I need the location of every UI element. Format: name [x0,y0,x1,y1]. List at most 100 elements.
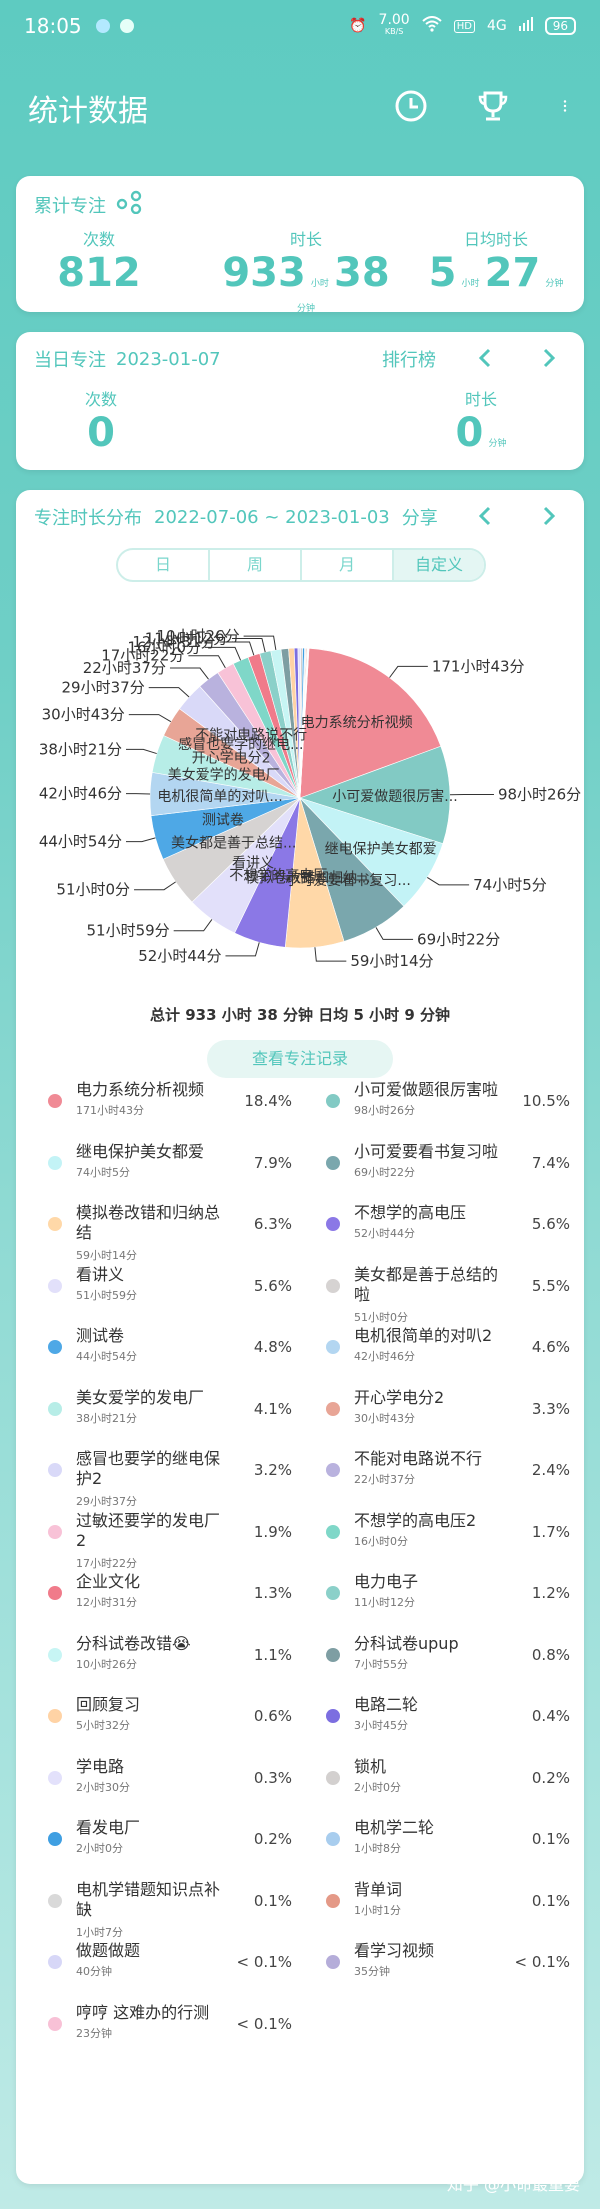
label-leader-line [128,714,172,723]
legend-item[interactable]: 电力系统分析视频 171小时43分 18.4% [36,1078,300,1132]
pie-slice[interactable] [299,745,451,845]
legend-item[interactable]: 哼哼 这难办的行测 23分钟 < 0.1% [36,2001,300,2055]
legend-percent: 6.3% [253,1215,292,1233]
label-leader-line [375,927,414,940]
legend-item[interactable]: 电机学错题知识点补缺 1小时7分 0.1% [36,1878,300,1939]
legend-color-dot [48,1463,62,1477]
legend-name: 不想学的高电压 [354,1203,467,1222]
legend-name: 美女爱学的发电厂 [76,1387,205,1407]
legend-item[interactable]: 不想学的高电压2 16小时0分 1.7% [314,1509,578,1563]
legend-item[interactable]: 小可爱要看书复习啦 69小时22分 7.4% [314,1140,578,1194]
share-nodes-icon[interactable] [116,190,144,219]
legend-name: 感冒也要学的继电保护2 [76,1449,221,1488]
legend-item[interactable]: 美女爱学的发电厂 38小时21分 4.1% [36,1386,300,1440]
legend-item[interactable]: 美女都是善于总结的啦 51小时0分 5.5% [314,1263,578,1324]
legend-item[interactable]: 回顾复习 5小时32分 0.6% [36,1693,300,1747]
legend-item[interactable]: 测试卷 44小时54分 4.8% [36,1324,300,1378]
legend-item[interactable]: 学电路 2小时30分 0.3% [36,1755,300,1809]
legend-duration: 42小时46分 [354,1350,415,1363]
legend-item[interactable]: 电路二轮 3小时45分 0.4% [314,1693,578,1747]
slice-outer-label: 52小时44分 [138,947,221,965]
legend-duration: 2小时30分 [76,1780,130,1794]
legend-color-dot [48,1893,62,1908]
legend-item[interactable]: 模拟卷改错和归纳总结 59小时14分 6.3% [36,1201,300,1262]
legend-percent: 1.2% [531,1584,570,1602]
legend-item[interactable]: 电机很简单的对叭2 42小时46分 4.6% [314,1324,578,1378]
pie-slice[interactable] [299,647,310,799]
distribution-range[interactable]: 2022-07-06 ~ 2023-01-03 [154,506,390,528]
trophy-icon[interactable] [476,89,510,127]
label-leader-line [126,748,157,755]
today-date[interactable]: 2023-01-07 [116,348,221,370]
legend-color-dot [48,1955,62,1969]
legend-item[interactable]: 做题做题 40分钟 < 0.1% [36,1939,300,1993]
legend-percent: 3.3% [531,1399,570,1418]
legend-item[interactable]: 电机学二轮 1小时8分 0.1% [314,1816,578,1870]
legend-item[interactable]: 感冒也要学的继电保护2 29小时37分 3.2% [36,1447,300,1508]
label-leader-line [219,641,255,656]
slice-inner-label: 美女爱学的发电厂 [168,766,280,783]
legend-name: 测试卷 [76,1326,125,1345]
legend-duration: 2小时0分 [354,1780,401,1794]
view-records-button[interactable]: 查看专注记录 [207,1040,393,1078]
legend-item[interactable]: 过敏还要学的发电厂2 17小时22分 1.9% [36,1509,300,1570]
legend-item[interactable]: 看讲义 51小时59分 5.6% [36,1263,300,1317]
legend-percent: 1.7% [531,1522,570,1541]
distribution-card: 专注时长分布 2022-07-06 ~ 2023-01-03 分享 日 周 月 … [16,490,584,2184]
legend-color-dot [326,1586,340,1600]
legend-percent: 0.2% [253,1830,292,1848]
wifi-icon [422,16,442,36]
legend-item[interactable]: 不想学的高电压 52小时44分 5.6% [314,1201,578,1255]
legend-item[interactable]: 看发电厂 2小时0分 0.2% [36,1816,300,1870]
more-icon[interactable] [558,89,572,127]
share-link[interactable]: 分享 [401,508,438,529]
legend-item[interactable]: 继电保护美女都爱 74小时5分 7.9% [36,1140,300,1194]
distribution-title: 专注时长分布 [34,508,142,529]
legend-duration: 171小时43分 [76,1104,144,1117]
label-leader-line [243,635,277,651]
net-speed: 7.00 [378,12,410,28]
legend-item[interactable]: 开心学电分2 30小时43分 3.3% [314,1386,578,1440]
status-bar: 18:05 ⏰ 7.00 KB/S HD 4G 96 [0,0,600,52]
legend-item[interactable]: 不能对电路说不行 22小时37分 2.4% [314,1447,578,1501]
tab-month[interactable]: 月 [302,550,394,580]
tab-custom[interactable]: 自定义 [394,550,484,580]
legend-percent: 5.6% [531,1215,570,1233]
legend-item[interactable]: 小可爱做题很厉害啦 98小时26分 10.5% [314,1078,578,1132]
clock-icon[interactable] [394,89,428,127]
tab-day[interactable]: 日 [118,550,210,580]
chevron-right-icon[interactable] [536,346,560,370]
slice-outer-label: 38小时21分 [39,740,122,758]
legend-duration: 59小时14分 [76,1249,137,1262]
legend-item[interactable]: 锁机 2小时0分 0.2% [314,1755,578,1809]
legend-name: 美女都是善于总结的啦 [354,1264,499,1304]
slice-outer-label: 42小时46分 [39,785,122,803]
slice-outer-label: 12小时31分 [132,633,215,651]
app-bar: 统计数据 [0,70,600,145]
chevron-right-icon[interactable] [536,504,560,528]
chevron-left-icon[interactable] [474,504,498,528]
slice-inner-label: 开心学电分2 [192,750,271,766]
ranking-link[interactable]: 排行榜 [382,350,436,371]
legend-duration: 17小时22分 [76,1556,137,1570]
legend-name: 过敏还要学的发电厂2 [76,1510,221,1550]
chevron-left-icon[interactable] [474,346,498,370]
legend-item[interactable]: 电力电子 11小时12分 1.2% [314,1570,578,1624]
legend-percent: 5.5% [531,1276,570,1295]
minutes-unit: 分钟 [545,279,564,289]
legend-item[interactable]: 分科试卷upup 7小时55分 0.8% [314,1632,578,1686]
page-title: 统计数据 [28,93,148,129]
legend-name: 开心学电分2 [354,1387,445,1407]
legend-duration: 11小时12分 [354,1596,415,1609]
legend-item[interactable]: 企业文化 12小时31分 1.3% [36,1570,300,1624]
tab-week[interactable]: 周 [210,550,302,580]
legend-name: 锁机 [354,1756,387,1776]
legend-item[interactable]: 背单词 1小时1分 0.1% [314,1878,578,1932]
legend-item[interactable]: 分科试卷改错😭 10小时26分 1.1% [36,1632,300,1686]
slice-outer-label: 10小时26分 [156,627,239,645]
legend-color-dot [48,1586,62,1600]
pie-slice[interactable] [299,647,442,799]
legend-item[interactable]: 看学习视频 35分钟 < 0.1% [314,1939,578,1993]
total-duration-label: 时长 [289,230,322,249]
legend-percent: 0.3% [253,1768,292,1787]
